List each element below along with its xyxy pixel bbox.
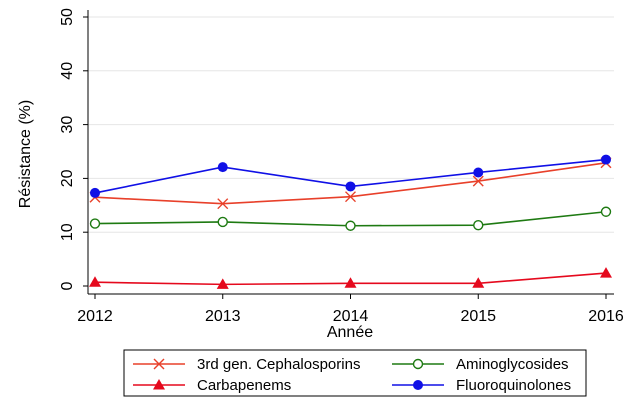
x-tick-label: 2015 [460, 308, 496, 325]
legend-marker [153, 379, 165, 390]
y-tick-label: 10 [59, 223, 76, 241]
data-point [473, 167, 484, 178]
data-point [89, 218, 101, 229]
x-tick-label: 2014 [333, 308, 369, 325]
series-aminoglycosides [89, 206, 612, 231]
y-tick-label: 50 [59, 8, 76, 26]
x-tick-label: 2016 [588, 308, 624, 325]
y-axis-title: Résistance (%) [17, 100, 34, 208]
y-tick-label: 20 [59, 169, 76, 187]
data-point [345, 191, 356, 203]
data-point [217, 198, 229, 210]
data-point [217, 216, 228, 228]
legend-marker [412, 358, 424, 370]
data-point [600, 206, 612, 217]
legend-label: Aminoglycosides [456, 356, 569, 373]
data-point [344, 277, 357, 288]
series-group [89, 154, 612, 289]
legend-marker [153, 358, 165, 370]
data-point [345, 220, 356, 231]
data-point [345, 181, 356, 192]
y-tick-label: 30 [59, 116, 76, 134]
data-point [216, 278, 229, 289]
legend-label: Fluoroquinolones [456, 377, 571, 394]
legend-item: Aminoglycosides [392, 356, 569, 373]
legend-label: Carbapenems [197, 377, 291, 394]
data-point [217, 162, 228, 173]
data-point [601, 154, 611, 165]
legend-item: Carbapenems [133, 377, 291, 394]
data-point [473, 220, 484, 231]
y-tick-label: 0 [59, 281, 76, 290]
legend-box [123, 349, 587, 397]
x-tick-label: 2012 [77, 308, 113, 325]
data-point [472, 175, 484, 187]
legend-item: Fluoroquinolones [392, 377, 571, 394]
legend-marker [413, 380, 423, 390]
data-point [89, 276, 101, 287]
data-point [600, 267, 612, 278]
series-carbapenems [89, 267, 612, 289]
gridlines [88, 16, 614, 233]
legend-label: 3rd gen. Cephalosporins [197, 356, 360, 373]
legend: 3rd gen. Cephalosporins Aminoglycosides Ca… [123, 349, 587, 397]
y-tick-label: 40 [59, 62, 76, 80]
data-point [472, 277, 485, 288]
x-tick-label: 2013 [205, 308, 241, 325]
legend-item: 3rd gen. Cephalosporins [133, 356, 360, 373]
axes: 0 10 20 30 40 50 2012 2013 2014 2015 2016 Résistanc… [17, 8, 624, 341]
x-axis-title: Année [327, 324, 373, 341]
data-point [90, 187, 100, 198]
series-fluoroquinolones [90, 154, 611, 198]
